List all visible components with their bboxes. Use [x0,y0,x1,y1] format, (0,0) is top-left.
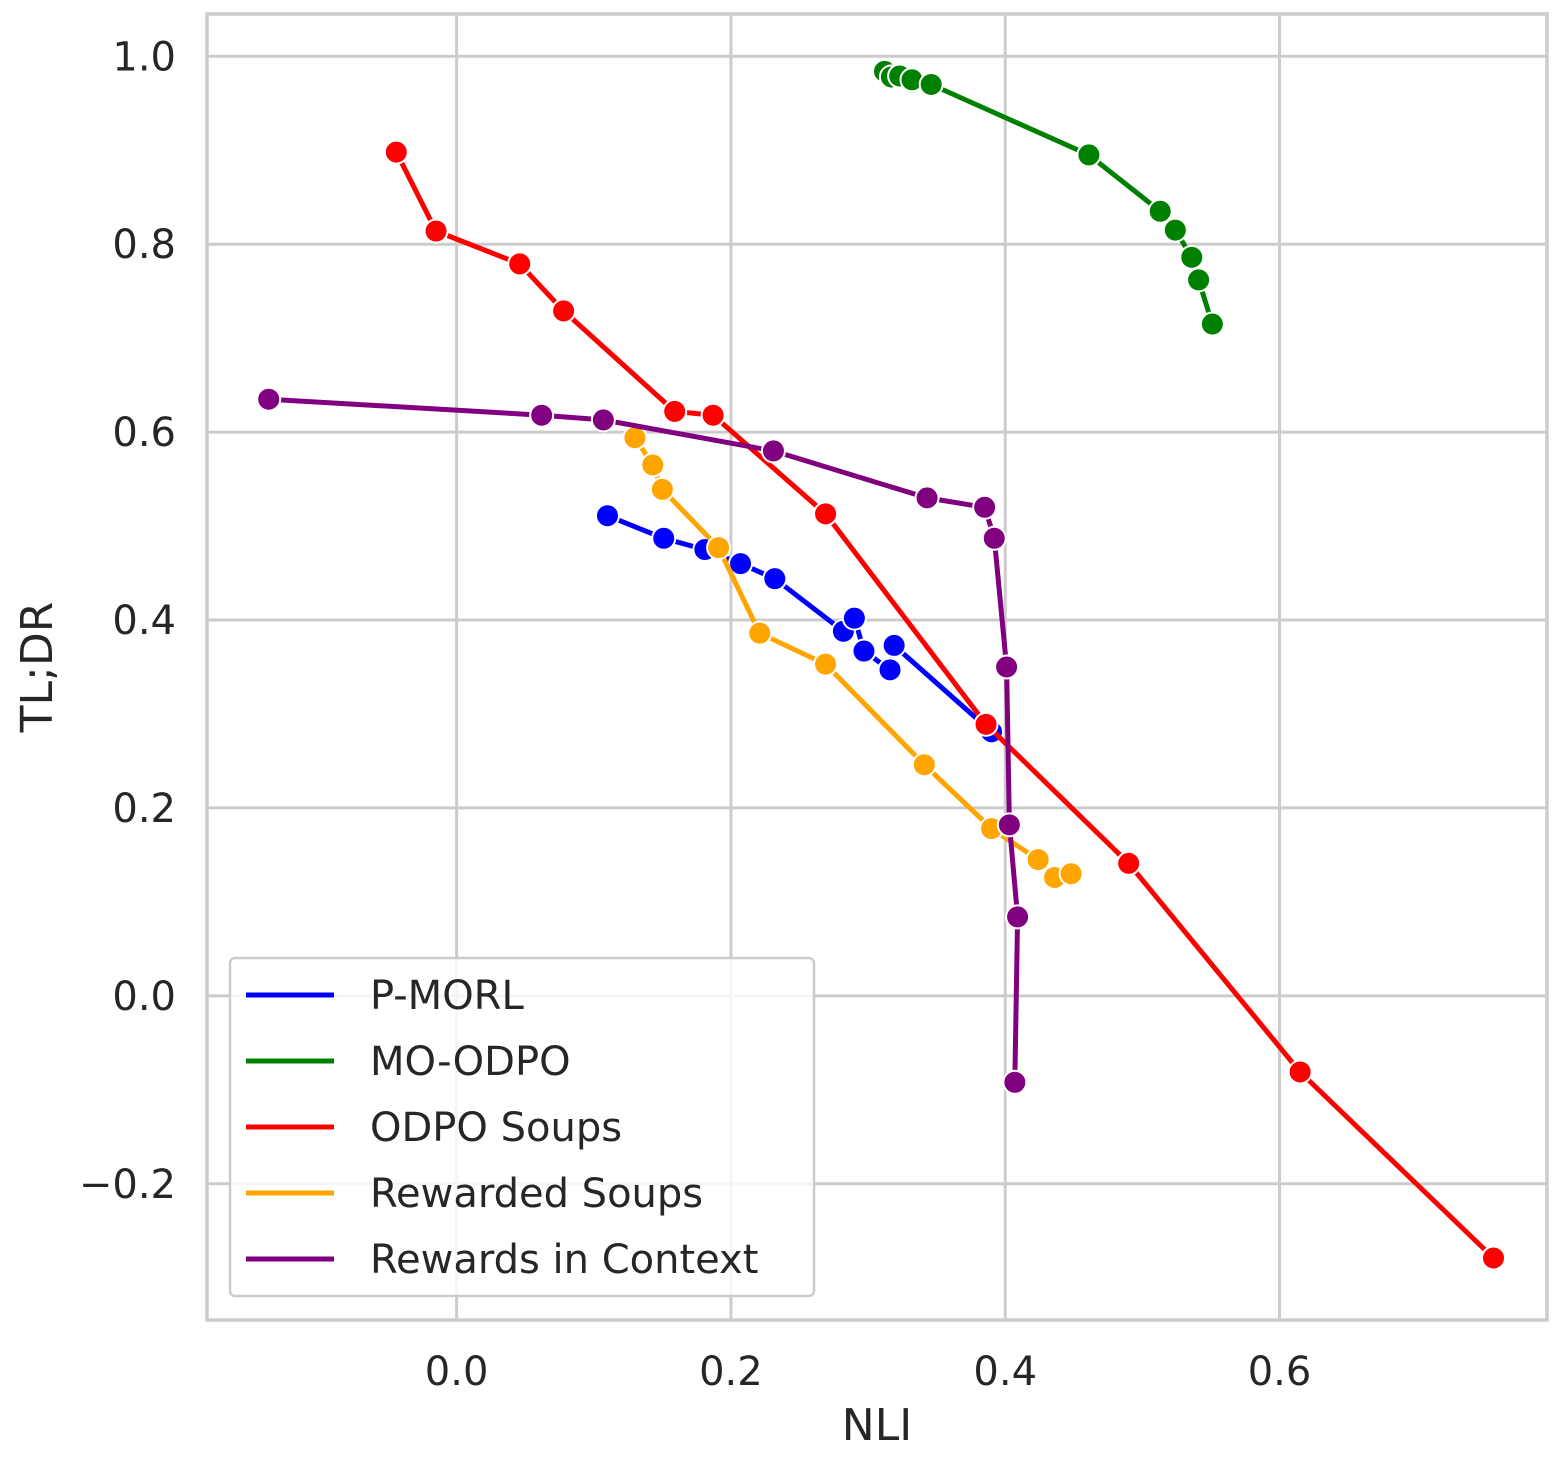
y-tick-label: 0.6 [112,410,176,456]
data-point [1287,1059,1313,1085]
data-point [981,525,1007,551]
legend: P-MORL MO-ODPO ODPO Soups Rewarded Soups Rew… [228,956,816,1298]
data-point [1025,847,1051,873]
data-point [507,251,533,277]
data-point [529,402,555,428]
legend-label: Rewards in Context [370,1237,758,1283]
y-tick-label: 0.2 [112,786,176,832]
data-point [813,651,839,677]
legend-label: MO-ODPO [370,1039,571,1085]
data-point [700,402,726,428]
legend-box [228,956,816,1298]
x-tick-label: 0.0 [425,1349,489,1395]
data-point [551,298,577,324]
data-point [813,501,839,527]
data-point [760,438,786,464]
data-point [914,485,940,511]
data-point [972,494,998,520]
y-axis-label: TL;DR [12,602,63,734]
data-point [651,525,677,551]
data-point [996,812,1022,838]
data-point [851,638,877,664]
x-tick-labels: 0.0 0.2 0.4 0.6 [425,1349,1312,1395]
series-1 [872,58,1225,337]
data-point [256,386,282,412]
data-point [877,657,903,683]
data-point [841,605,867,631]
plot-frame [205,12,1549,1322]
series-4 [256,386,1031,1095]
series-3 [622,425,1084,890]
legend-label: Rewarded Soups [370,1171,703,1217]
x-tick-label: 0.6 [1248,1349,1312,1395]
data-point [1058,861,1084,887]
data-point [1116,850,1142,876]
y-tick-labels: −0.2 0.0 0.2 0.4 0.6 0.8 1.0 [79,34,176,1207]
data-point [622,425,648,451]
y-tick-label: −0.2 [79,1162,176,1208]
x-tick-label: 0.4 [973,1349,1037,1395]
data-point [1002,1069,1028,1095]
data-point [1147,198,1173,224]
data-point [383,139,409,165]
legend-label: P-MORL [370,973,524,1019]
data-point [423,218,449,244]
data-point [640,452,666,478]
y-tick-label: 0.0 [112,974,176,1020]
data-point [881,632,907,658]
data-point [706,535,732,561]
data-point [590,407,616,433]
series-2 [383,139,1507,1271]
x-axis-label: NLI [842,1400,912,1451]
data-point [649,476,675,502]
data-point [1186,267,1212,293]
legend-label: ODPO Soups [370,1105,622,1151]
y-tick-label: 0.8 [112,222,176,268]
data-point [911,752,937,778]
data-point [1199,311,1225,337]
data-point [1162,217,1188,243]
series-layer [256,58,1507,1271]
data-point [1481,1245,1507,1271]
data-point [662,398,688,424]
data-point [762,566,788,592]
x-tick-label: 0.2 [699,1349,763,1395]
data-point [973,711,999,737]
data-point [918,71,944,97]
y-tick-label: 0.4 [112,598,176,644]
data-point [747,620,773,646]
data-point [994,654,1020,680]
data-point [1005,904,1031,930]
data-point [594,503,620,529]
y-tick-label: 1.0 [112,34,176,80]
data-point [1076,142,1102,168]
data-point [1179,244,1205,270]
